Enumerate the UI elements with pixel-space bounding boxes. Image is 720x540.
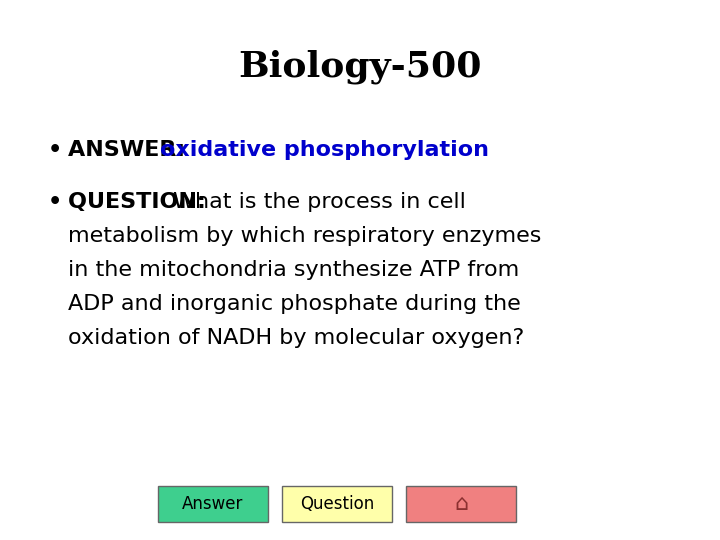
Text: Biology-500: Biology-500 xyxy=(238,50,482,84)
Text: QUESTION:: QUESTION: xyxy=(68,192,214,212)
Text: metabolism by which respiratory enzymes: metabolism by which respiratory enzymes xyxy=(68,226,541,246)
Text: Question: Question xyxy=(300,495,374,513)
FancyBboxPatch shape xyxy=(406,486,516,522)
Text: What is the process in cell: What is the process in cell xyxy=(173,192,466,212)
FancyBboxPatch shape xyxy=(282,486,392,522)
Text: •: • xyxy=(48,192,62,212)
Text: oxidation of NADH by molecular oxygen?: oxidation of NADH by molecular oxygen? xyxy=(68,328,524,348)
Text: ANSWER:: ANSWER: xyxy=(68,140,193,160)
Text: Answer: Answer xyxy=(182,495,243,513)
Text: •: • xyxy=(48,140,62,160)
FancyBboxPatch shape xyxy=(158,486,268,522)
Text: in the mitochondria synthesize ATP from: in the mitochondria synthesize ATP from xyxy=(68,260,519,280)
Text: ⌂: ⌂ xyxy=(454,494,468,514)
Text: oxidative phosphorylation: oxidative phosphorylation xyxy=(160,140,489,160)
Text: ADP and inorganic phosphate during the: ADP and inorganic phosphate during the xyxy=(68,294,521,314)
